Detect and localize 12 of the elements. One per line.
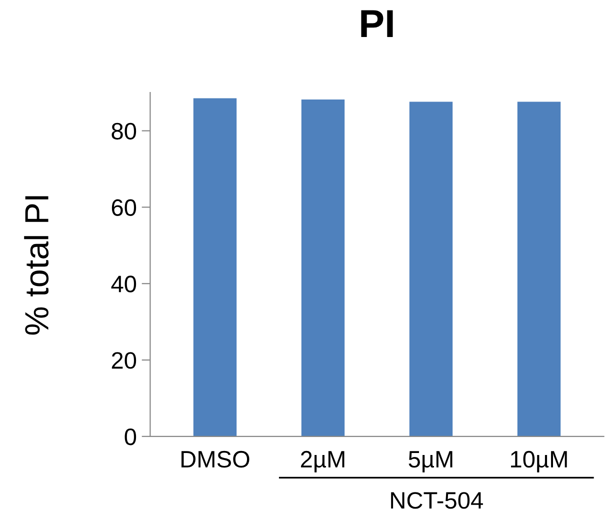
y-tick-label: 40 xyxy=(111,276,136,292)
text: NCT-504 xyxy=(391,492,483,509)
x-tick-label: 10µM xyxy=(511,450,567,472)
y-tick-label: 80 xyxy=(112,122,136,140)
x-tick-label: 2µM xyxy=(300,450,344,472)
x-tick-label: DMSO xyxy=(182,450,250,468)
y-tick-label: 0 xyxy=(124,428,136,446)
y-axis-title: % total PI xyxy=(24,196,49,335)
x-tick-label: 5µM xyxy=(408,451,452,472)
y-tick-label: 60 xyxy=(112,199,136,216)
y-tick-label: 20 xyxy=(112,352,136,369)
chart-title: PI xyxy=(361,10,393,38)
